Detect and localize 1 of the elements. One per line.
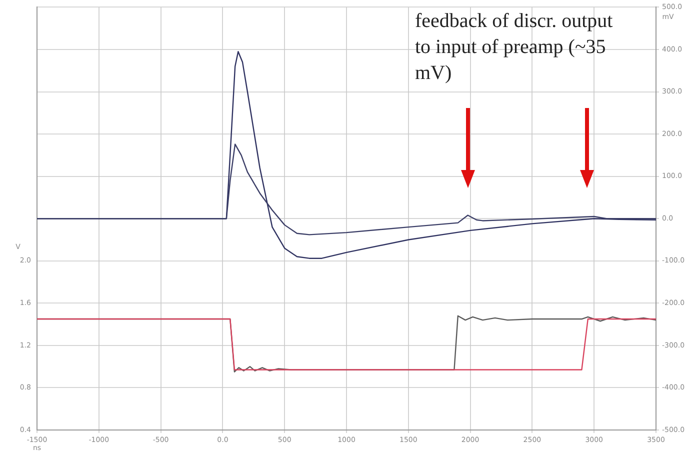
annotation: feedback of discr. output to input of preamp (~35 mV)	[415, 10, 614, 84]
